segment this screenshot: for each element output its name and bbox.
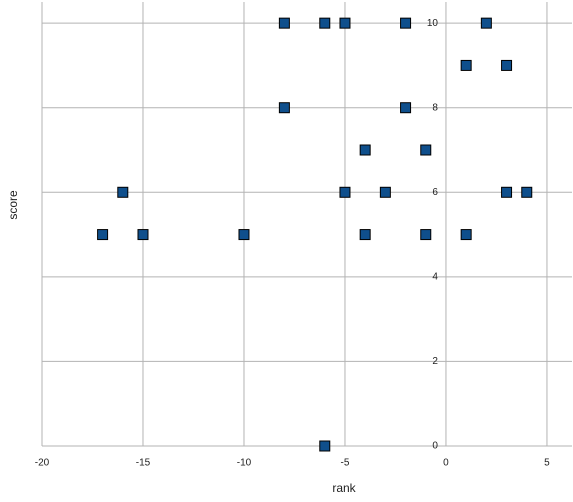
point	[278, 17, 290, 29]
point	[319, 440, 331, 452]
x-tick-label: 0	[443, 458, 449, 469]
x-tick-label: -5	[341, 458, 350, 469]
point	[400, 102, 412, 114]
point	[97, 229, 109, 241]
point	[339, 186, 351, 198]
point	[278, 102, 290, 114]
y-tick-label: 10	[427, 18, 439, 29]
x-tick-label: -10	[237, 458, 252, 469]
point	[359, 144, 371, 156]
x-tick-label: -15	[136, 458, 151, 469]
x-tick-label: 5	[544, 458, 550, 469]
point	[460, 59, 472, 71]
point	[117, 186, 129, 198]
point	[420, 144, 432, 156]
point	[501, 186, 513, 198]
y-axis-title: score	[6, 190, 20, 220]
point	[480, 17, 492, 29]
x-axis-title: rank	[332, 481, 356, 495]
y-tick-label: 6	[432, 187, 438, 198]
point	[359, 229, 371, 241]
point	[521, 186, 533, 198]
y-tick-label: 0	[432, 441, 438, 452]
y-tick-label: 4	[432, 271, 438, 282]
point	[379, 186, 391, 198]
point	[339, 17, 351, 29]
point	[137, 229, 149, 241]
point	[420, 229, 432, 241]
point	[501, 59, 513, 71]
point	[319, 17, 331, 29]
y-tick-label: 8	[432, 102, 438, 113]
point	[400, 17, 412, 29]
point	[460, 229, 472, 241]
y-tick-label: 2	[432, 356, 438, 367]
x-tick-label: -20	[35, 458, 50, 469]
point	[238, 229, 250, 241]
